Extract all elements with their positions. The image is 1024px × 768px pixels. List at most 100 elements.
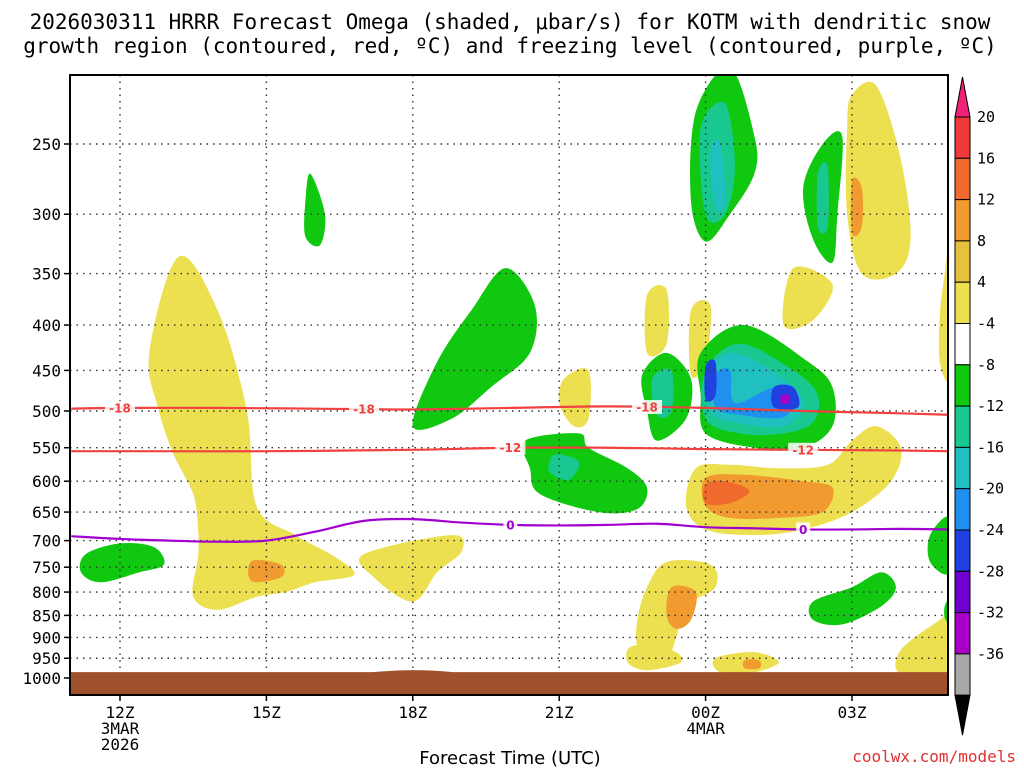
plot-frame [69, 74, 949, 696]
colorbar-box [954, 199, 971, 242]
contour-label-bg [788, 442, 819, 457]
colorbar-label: -12 [977, 397, 1004, 415]
colorbar-box [954, 405, 971, 448]
y-tick-label: 600 [32, 472, 61, 491]
omega-region [816, 162, 829, 234]
contour-label-bg [495, 440, 526, 455]
terrain-below-ground [70, 670, 948, 695]
y-tick-label: 1000 [22, 669, 61, 688]
omega-region [850, 177, 863, 237]
chart-title-line-1: 2026030311 HRRR Forecast Omega (shaded, … [30, 10, 991, 34]
omega-region [710, 139, 726, 213]
omega-region [558, 368, 591, 428]
y-tick-label: 850 [32, 606, 61, 625]
x-tick-label: 18Z [398, 703, 427, 722]
omega-region [548, 454, 580, 481]
colorbar-label: -8 [977, 356, 995, 374]
contour-label: -18 [636, 400, 658, 414]
omega-region [626, 645, 683, 671]
y-tick-label: 500 [32, 402, 61, 421]
colorbar-box [954, 240, 971, 283]
contour-label-bg [349, 402, 379, 417]
x-tick-label: 3MAR [101, 719, 140, 738]
colorbar-box [954, 653, 971, 696]
colorbar-box [954, 612, 971, 655]
contour-label-bg [796, 522, 811, 537]
omega-region [742, 659, 762, 670]
colorbar-box [954, 570, 971, 614]
colorbar-label: 16 [977, 149, 995, 167]
omega-region [702, 480, 750, 506]
omega-region [938, 248, 948, 382]
colorbar-label: -32 [977, 604, 1004, 622]
colorbar-label: -28 [977, 562, 1004, 580]
colorbar-label: 8 [977, 232, 986, 250]
contour-label-bg [632, 399, 663, 414]
y-tick-label: 800 [32, 583, 61, 602]
contour-label: -12 [500, 441, 522, 455]
x-axis-label: Forecast Time (UTC) [419, 748, 600, 768]
colorbar: 20 16 12 8 4 -4 -8 -12 -16 -20 -24 -28 -32 -36 [954, 76, 1004, 736]
contour-label: 0 [799, 523, 807, 537]
colorbar-label: 12 [977, 191, 995, 209]
colorbar-label: -24 [977, 521, 1004, 539]
contour-label: -18 [353, 403, 375, 417]
omega-region [666, 585, 697, 629]
y-tick-label: 650 [32, 503, 61, 522]
omega-region [845, 81, 911, 280]
colorbar-label: -16 [977, 438, 1004, 456]
chart-title-line-2: growth region (contoured, red, ºC) and f… [23, 34, 997, 58]
y-tick-label: 750 [32, 558, 61, 577]
y-tick-label: 700 [32, 532, 61, 551]
omega-region [304, 173, 326, 247]
omega-region [79, 542, 165, 583]
contour-line--18 [71, 405, 948, 416]
colorbar-label: -36 [977, 645, 1004, 663]
x-tick-label: 00Z [691, 703, 720, 722]
omega-region [248, 560, 285, 583]
colorbar-box [954, 446, 971, 490]
y-tick-label: 300 [32, 205, 61, 224]
x-tick-label: 15Z [252, 703, 281, 722]
colorbar-label: -4 [977, 315, 995, 333]
contour-label: -12 [792, 443, 814, 457]
omega-shading-layer [70, 75, 948, 695]
colorbar-box [954, 364, 971, 407]
y-tick-label: 900 [32, 628, 61, 647]
colorbar-bottom-arrow [954, 694, 971, 736]
colorbar-box [954, 488, 971, 531]
contour-label-bg [503, 517, 518, 532]
contour-label-bg [105, 400, 135, 415]
y-tick-label: 450 [32, 361, 61, 380]
contour-line--12 [71, 446, 948, 453]
y-tick-label: 550 [32, 439, 61, 458]
colorbar-box [954, 323, 971, 366]
colorbar-label: 4 [977, 273, 986, 291]
colorbar-box [954, 116, 971, 159]
y-tick-label: 400 [32, 316, 61, 335]
x-tick-label: 03Z [838, 703, 867, 722]
contour-label: -18 [109, 401, 131, 415]
y-tick-label: 350 [32, 265, 61, 284]
omega-region [358, 535, 464, 602]
colorbar-label: 20 [977, 108, 995, 126]
y-tick-label: 250 [32, 135, 61, 154]
x-tick-label: 21Z [545, 703, 574, 722]
colorbar-box [954, 529, 971, 572]
omega-region [895, 611, 948, 680]
colorbar-top-arrow [954, 76, 971, 118]
contour-layer: -18 -18 -18 -12 -12 0 0 [71, 399, 948, 543]
omega-region [780, 394, 790, 405]
omega-region [782, 266, 833, 330]
contour-label: 0 [506, 518, 514, 532]
x-tick-label: 4MAR [686, 719, 725, 738]
colorbar-label: -20 [977, 480, 1004, 498]
omega-region [927, 516, 948, 575]
x-tick-label: 12Z [106, 703, 135, 722]
colorbar-box [954, 157, 971, 201]
colorbar-box [954, 281, 971, 325]
omega-region [644, 285, 669, 357]
y-tick-label: 950 [32, 649, 61, 668]
